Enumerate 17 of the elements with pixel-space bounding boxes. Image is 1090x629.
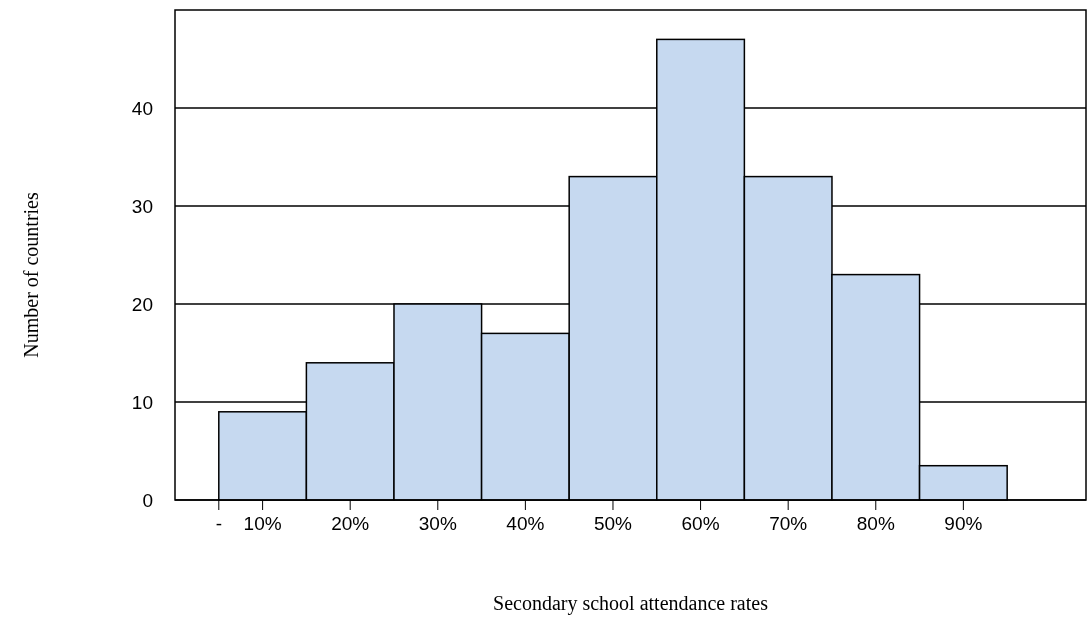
y-tick-label: 30 xyxy=(131,195,153,217)
x-tick-label: 70% xyxy=(769,513,808,534)
y-tick-label: 0 xyxy=(142,489,153,511)
x-tick-label: 10% xyxy=(243,513,282,534)
x-tick-label: 60% xyxy=(681,513,720,534)
x-tick-label: 50% xyxy=(593,513,633,534)
y-axis-title: Number of countries xyxy=(20,192,42,358)
x-tick-label: 90% xyxy=(944,513,983,534)
x-tick-label: 20% xyxy=(331,513,370,534)
y-tick-label: 20 xyxy=(131,293,153,315)
y-tick-label: 40 xyxy=(131,97,153,119)
x-axis-title: Secondary school attendance rates xyxy=(493,592,769,615)
y-tick-label: 10 xyxy=(131,391,153,413)
x-tick-label: 40% xyxy=(506,513,545,534)
x-tick-label: 30% xyxy=(418,513,457,534)
x-tick-label: - xyxy=(215,513,222,534)
x-tick-label: 80% xyxy=(856,513,895,534)
